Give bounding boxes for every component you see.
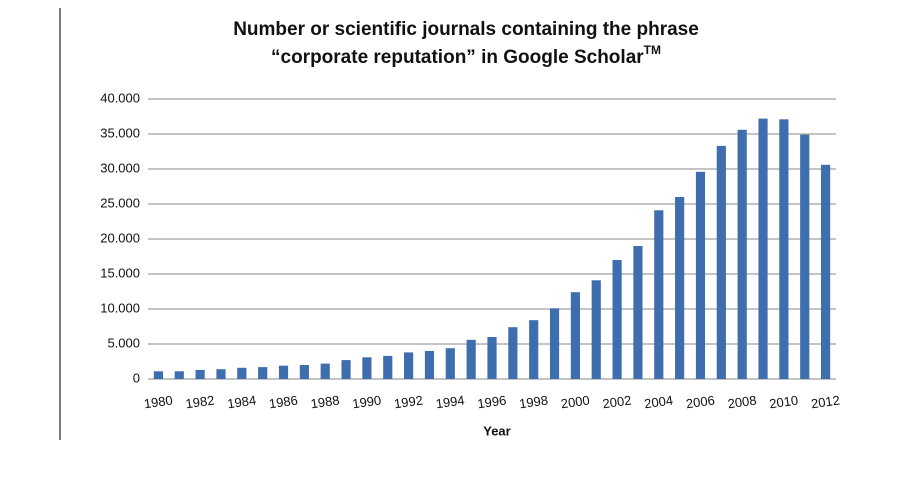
bar <box>508 327 518 379</box>
bar <box>800 134 810 379</box>
bar <box>612 260 622 379</box>
bar <box>216 369 226 379</box>
x-tick-label: 1984 <box>226 393 257 412</box>
y-tick-label: 10.000 <box>100 300 140 315</box>
bar <box>633 246 643 379</box>
bar <box>487 337 497 379</box>
bar <box>341 360 351 379</box>
bar <box>591 280 601 379</box>
bar <box>299 365 309 379</box>
bar <box>278 365 289 379</box>
y-tick-label: 0 <box>133 370 140 385</box>
y-tick-label: 5.000 <box>107 335 140 350</box>
x-tick-label: 1990 <box>351 393 382 412</box>
chart-title: “corporate reputation” in Google Scholar <box>271 47 644 68</box>
x-tick-label: 1996 <box>476 393 507 412</box>
bar <box>383 355 393 379</box>
bar <box>466 339 476 379</box>
y-tick-label: 20.000 <box>100 230 140 245</box>
bar <box>758 118 768 379</box>
bar <box>424 351 435 379</box>
x-tick-label: 2006 <box>685 393 716 412</box>
bar <box>549 308 560 379</box>
bar <box>174 371 184 379</box>
x-tick-label: 1998 <box>518 393 549 412</box>
bar <box>529 320 539 379</box>
bar <box>675 197 685 379</box>
x-tick-label: 2000 <box>560 393 591 412</box>
y-tick-label: 35.000 <box>100 125 140 140</box>
chart-title: “corporate reputation” in Google Scholar… <box>271 43 661 68</box>
chart-title: Number or scientific journals containing… <box>233 19 699 40</box>
x-tick-label: 2002 <box>602 393 633 412</box>
y-tick-label: 30.000 <box>100 160 140 175</box>
y-tick-label: 15.000 <box>100 265 140 280</box>
bar <box>195 369 205 379</box>
bar <box>258 367 268 379</box>
bar <box>716 145 726 379</box>
bar <box>779 119 789 380</box>
bar <box>320 363 330 379</box>
x-tick-label: 1994 <box>435 393 466 412</box>
bar <box>570 292 580 379</box>
x-tick-label: 1988 <box>310 393 341 412</box>
bar <box>654 210 664 379</box>
bar <box>153 371 164 379</box>
title-superscript: TM <box>644 43 661 57</box>
bar <box>362 357 372 379</box>
x-tick-label: 2008 <box>727 393 758 412</box>
bar <box>695 171 706 379</box>
bar <box>820 164 831 379</box>
x-tick-label: 1986 <box>268 393 299 412</box>
bar <box>404 352 414 379</box>
x-tick-label: 1992 <box>393 393 424 412</box>
bar <box>445 348 455 379</box>
y-tick-label: 25.000 <box>100 195 140 210</box>
y-tick-label: 40.000 <box>100 90 140 105</box>
x-axis-label: Year <box>483 423 510 438</box>
x-tick-label: 1982 <box>185 393 216 412</box>
bar <box>237 367 247 379</box>
x-tick-label: 2012 <box>810 393 841 412</box>
x-tick-label: 2010 <box>768 393 799 412</box>
bar <box>737 129 747 379</box>
x-tick-label: 2004 <box>643 393 674 412</box>
x-tick-label: 1980 <box>143 393 174 412</box>
